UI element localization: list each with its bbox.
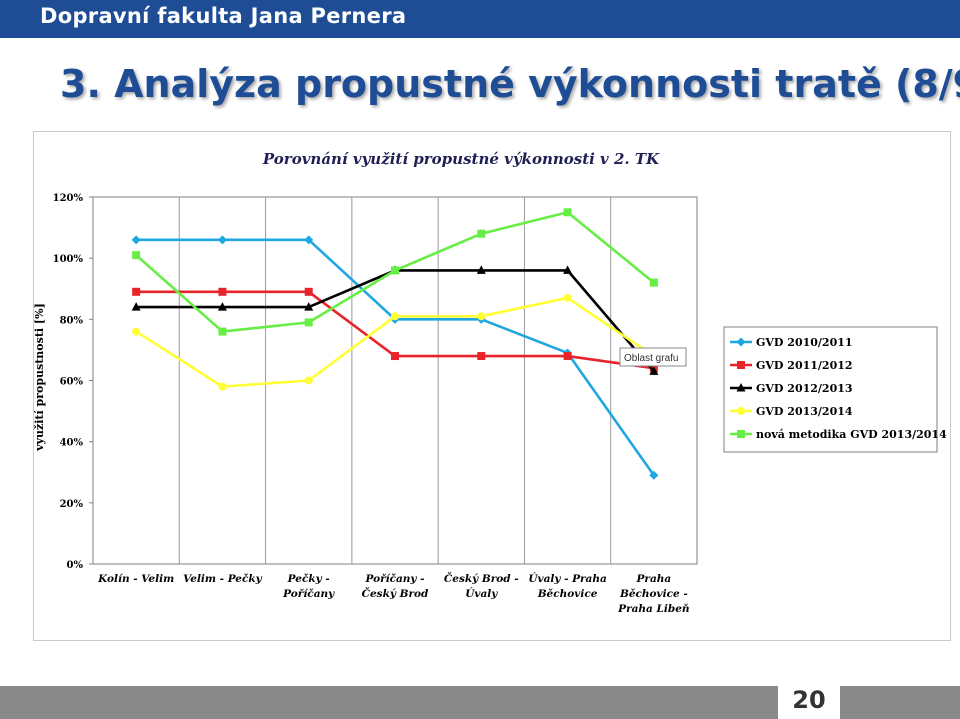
- y-tick-label: 100%: [53, 254, 84, 265]
- legend-marker: [737, 361, 745, 369]
- legend-marker: [736, 383, 746, 392]
- x-tick-label: Český Brod -Úvaly: [444, 571, 519, 600]
- legend-label: GVD 2010/2011: [756, 336, 853, 349]
- chart-title: Porovnání využití propustné výkonnosti v…: [262, 150, 660, 168]
- header-bar: Dopravní fakulta Jana Pernera: [0, 0, 960, 38]
- legend-box: [723, 326, 938, 453]
- page-number-box: [778, 684, 840, 719]
- legend-marker: [736, 337, 746, 347]
- x-tick-label: Velim - Pečky: [183, 572, 263, 585]
- data-point-series-4: [477, 312, 486, 321]
- data-point-series-1: [304, 235, 314, 245]
- data-point-series-2: [304, 287, 313, 296]
- data-point-series-3: [131, 302, 141, 311]
- tooltip: Oblast grafu: [619, 347, 687, 367]
- y-tick-label: 40%: [60, 438, 84, 449]
- x-tick-label: Praha Běchovice -Praha Libeň: [617, 573, 689, 615]
- legend-label: GVD 2011/2012: [756, 359, 853, 372]
- data-point-series-5: [649, 278, 658, 287]
- data-point-series-3: [476, 265, 486, 274]
- y-tick-label: 120%: [53, 193, 84, 204]
- page-number: 20: [792, 686, 826, 714]
- legend-label: GVD 2012/2013: [756, 382, 853, 395]
- data-point-series-2: [132, 287, 141, 296]
- legend-marker: [737, 430, 745, 438]
- data-point-series-2: [391, 352, 399, 361]
- data-point-series-2: [218, 287, 227, 296]
- data-point-series-1: [217, 235, 227, 245]
- data-point-series-3: [649, 366, 659, 375]
- data-point-series-2: [477, 352, 486, 361]
- data-point-series-4: [563, 293, 572, 302]
- legend-label: GVD 2013/2014: [756, 405, 853, 418]
- data-point-series-4: [391, 312, 399, 321]
- data-point-series-5: [477, 229, 486, 238]
- faculty-name: Dopravní fakulta Jana Pernera: [40, 4, 407, 28]
- x-tick-label: Kolín - Velim: [97, 573, 174, 585]
- legend-label: nová metodika GVD 2013/2014: [756, 428, 947, 441]
- slide-title: 3. Analýza propustné výkonnosti tratě (8…: [60, 62, 960, 106]
- x-tick-label: Pečky -Poříčany: [282, 572, 335, 600]
- y-axis-label: využití propustnosti [%]: [34, 303, 46, 452]
- data-point-series-5: [132, 251, 141, 260]
- data-point-series-4: [218, 382, 227, 391]
- plot-area: 0% 20% 40% 60% 80% 100% 120% Kolín - Velim Velim…: [53, 193, 698, 615]
- chart-svg: Porovnání využití propustné výkonnosti v…: [34, 150, 947, 615]
- data-point-series-5: [304, 318, 313, 327]
- data-point-series-1: [131, 235, 141, 245]
- plot-background: [92, 196, 698, 565]
- x-tick-label: Úvaly - Praha Běchovice: [528, 571, 607, 600]
- legend-marker: [737, 407, 745, 415]
- x-tick-label: Poříčany -Český Brod: [362, 572, 429, 600]
- y-tick-label: 80%: [60, 315, 84, 326]
- data-point-series-5: [218, 327, 227, 336]
- data-point-series-1: [649, 470, 659, 480]
- data-point-series-3: [304, 302, 314, 311]
- data-point-series-2: [563, 352, 572, 361]
- data-point-series-3: [217, 302, 227, 311]
- y-tick-label: 60%: [60, 377, 84, 388]
- y-tick-label: 20%: [60, 499, 84, 510]
- data-point-series-4: [132, 327, 141, 336]
- legend: GVD 2010/2011 GVD 2011/2012 GVD 2012/2013 G…: [723, 326, 947, 453]
- tooltip-label: Oblast grafu: [624, 353, 678, 364]
- data-point-series-4: [304, 376, 313, 385]
- chart-frame[interactable]: Porovnání využití propustné výkonnosti v…: [33, 131, 951, 641]
- y-tick-label: 0%: [67, 560, 84, 571]
- data-point-series-5: [391, 266, 399, 275]
- data-point-series-3: [563, 265, 573, 274]
- data-point-series-5: [563, 208, 572, 217]
